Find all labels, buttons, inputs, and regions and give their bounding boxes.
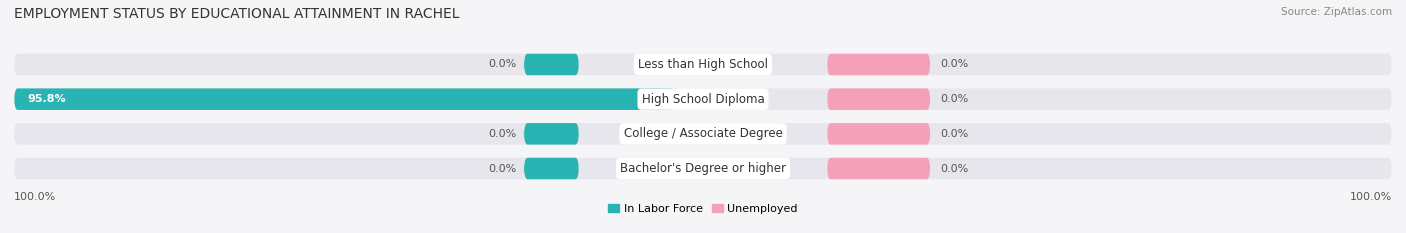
Text: 95.8%: 95.8% [28, 94, 66, 104]
Text: Less than High School: Less than High School [638, 58, 768, 71]
FancyBboxPatch shape [827, 123, 931, 145]
Text: 0.0%: 0.0% [941, 59, 969, 69]
FancyBboxPatch shape [827, 158, 931, 179]
Text: High School Diploma: High School Diploma [641, 93, 765, 106]
Text: 0.0%: 0.0% [489, 164, 517, 174]
FancyBboxPatch shape [524, 123, 579, 145]
FancyBboxPatch shape [524, 158, 579, 179]
Text: 0.0%: 0.0% [941, 129, 969, 139]
FancyBboxPatch shape [524, 54, 579, 75]
Text: EMPLOYMENT STATUS BY EDUCATIONAL ATTAINMENT IN RACHEL: EMPLOYMENT STATUS BY EDUCATIONAL ATTAINM… [14, 7, 460, 21]
Text: Bachelor's Degree or higher: Bachelor's Degree or higher [620, 162, 786, 175]
FancyBboxPatch shape [14, 88, 673, 110]
Text: 0.0%: 0.0% [941, 94, 969, 104]
Text: Source: ZipAtlas.com: Source: ZipAtlas.com [1281, 7, 1392, 17]
FancyBboxPatch shape [14, 158, 1392, 179]
FancyBboxPatch shape [14, 88, 1392, 110]
FancyBboxPatch shape [827, 88, 931, 110]
FancyBboxPatch shape [14, 123, 1392, 145]
Text: 100.0%: 100.0% [1350, 192, 1392, 202]
Text: 0.0%: 0.0% [489, 59, 517, 69]
Legend: In Labor Force, Unemployed: In Labor Force, Unemployed [603, 199, 803, 218]
FancyBboxPatch shape [14, 54, 1392, 75]
FancyBboxPatch shape [827, 54, 931, 75]
Text: 0.0%: 0.0% [941, 164, 969, 174]
Text: 0.0%: 0.0% [489, 129, 517, 139]
Text: 100.0%: 100.0% [14, 192, 56, 202]
Text: College / Associate Degree: College / Associate Degree [624, 127, 782, 140]
